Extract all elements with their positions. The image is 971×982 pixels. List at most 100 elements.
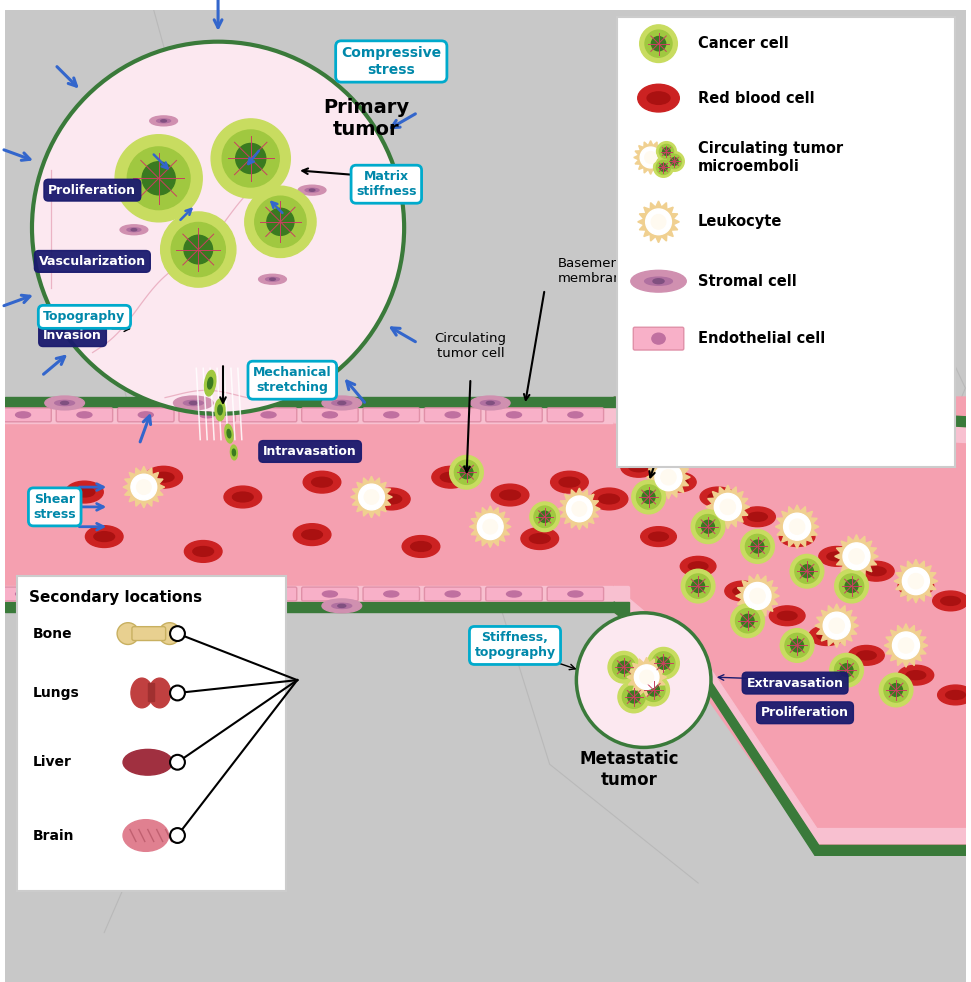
Circle shape xyxy=(801,565,814,577)
FancyBboxPatch shape xyxy=(179,408,235,422)
Polygon shape xyxy=(614,602,966,855)
Ellipse shape xyxy=(200,591,215,597)
Circle shape xyxy=(790,639,803,652)
Circle shape xyxy=(608,651,640,683)
Polygon shape xyxy=(5,586,629,604)
Circle shape xyxy=(222,130,280,187)
Ellipse shape xyxy=(629,463,649,471)
Ellipse shape xyxy=(189,604,197,608)
Circle shape xyxy=(880,674,913,707)
Ellipse shape xyxy=(161,120,166,122)
Ellipse shape xyxy=(938,685,971,705)
Ellipse shape xyxy=(184,540,222,563)
Circle shape xyxy=(750,588,765,604)
Ellipse shape xyxy=(620,458,656,477)
Circle shape xyxy=(720,499,735,515)
Ellipse shape xyxy=(373,488,410,510)
Polygon shape xyxy=(469,506,511,548)
Ellipse shape xyxy=(688,562,708,571)
Circle shape xyxy=(691,579,705,592)
Circle shape xyxy=(884,678,908,702)
Circle shape xyxy=(364,490,379,505)
Circle shape xyxy=(662,148,670,155)
Polygon shape xyxy=(614,397,966,853)
Text: Lungs: Lungs xyxy=(33,686,80,700)
Ellipse shape xyxy=(131,679,152,708)
Circle shape xyxy=(637,485,660,509)
Ellipse shape xyxy=(481,401,500,406)
Ellipse shape xyxy=(898,576,934,596)
FancyBboxPatch shape xyxy=(617,17,955,467)
Ellipse shape xyxy=(322,599,361,613)
Circle shape xyxy=(696,515,720,539)
Circle shape xyxy=(839,573,863,598)
Ellipse shape xyxy=(638,84,680,112)
Ellipse shape xyxy=(445,591,460,597)
Circle shape xyxy=(254,196,306,247)
Circle shape xyxy=(640,147,661,168)
Circle shape xyxy=(534,506,555,527)
Circle shape xyxy=(577,613,711,747)
Text: Invasion: Invasion xyxy=(43,329,102,342)
Circle shape xyxy=(657,657,669,670)
Ellipse shape xyxy=(266,277,280,281)
Ellipse shape xyxy=(645,277,672,286)
Polygon shape xyxy=(775,505,819,549)
Polygon shape xyxy=(558,488,600,529)
Ellipse shape xyxy=(724,581,760,601)
Circle shape xyxy=(32,41,404,413)
Ellipse shape xyxy=(312,477,332,487)
Text: Blood vessel: Blood vessel xyxy=(679,396,762,409)
Polygon shape xyxy=(5,602,629,612)
Circle shape xyxy=(790,555,823,588)
Circle shape xyxy=(640,670,653,684)
Text: Endothelial cell: Endothelial cell xyxy=(698,331,825,346)
Ellipse shape xyxy=(681,557,716,576)
Ellipse shape xyxy=(261,591,276,597)
Ellipse shape xyxy=(338,402,346,405)
FancyBboxPatch shape xyxy=(424,587,481,601)
Ellipse shape xyxy=(45,599,84,613)
Circle shape xyxy=(634,665,659,689)
Ellipse shape xyxy=(906,581,925,590)
Circle shape xyxy=(653,652,675,675)
FancyBboxPatch shape xyxy=(0,587,51,601)
Ellipse shape xyxy=(411,542,431,551)
Ellipse shape xyxy=(827,552,847,561)
Circle shape xyxy=(830,653,863,687)
FancyBboxPatch shape xyxy=(363,587,419,601)
FancyBboxPatch shape xyxy=(17,576,286,891)
Ellipse shape xyxy=(184,603,203,609)
Circle shape xyxy=(211,119,290,198)
FancyBboxPatch shape xyxy=(56,587,113,601)
FancyBboxPatch shape xyxy=(486,587,542,601)
Ellipse shape xyxy=(156,119,171,123)
Circle shape xyxy=(618,682,650,713)
Ellipse shape xyxy=(145,466,183,488)
Circle shape xyxy=(795,559,820,583)
Text: Stromal cell: Stromal cell xyxy=(698,274,797,289)
Ellipse shape xyxy=(381,494,402,504)
Circle shape xyxy=(131,474,156,500)
Polygon shape xyxy=(351,476,392,518)
Circle shape xyxy=(267,208,294,236)
Circle shape xyxy=(752,540,764,553)
Circle shape xyxy=(898,638,914,653)
Ellipse shape xyxy=(778,612,797,621)
Ellipse shape xyxy=(302,529,322,539)
Ellipse shape xyxy=(123,749,173,775)
Ellipse shape xyxy=(127,228,141,232)
Circle shape xyxy=(659,144,674,159)
Ellipse shape xyxy=(568,591,583,597)
Polygon shape xyxy=(5,397,629,407)
Circle shape xyxy=(656,141,677,161)
Ellipse shape xyxy=(60,604,69,608)
Ellipse shape xyxy=(933,591,968,611)
Circle shape xyxy=(618,661,630,674)
Circle shape xyxy=(835,570,868,603)
Circle shape xyxy=(686,573,710,598)
Ellipse shape xyxy=(668,477,688,487)
FancyBboxPatch shape xyxy=(241,408,297,422)
FancyBboxPatch shape xyxy=(56,408,113,422)
Ellipse shape xyxy=(660,472,696,492)
